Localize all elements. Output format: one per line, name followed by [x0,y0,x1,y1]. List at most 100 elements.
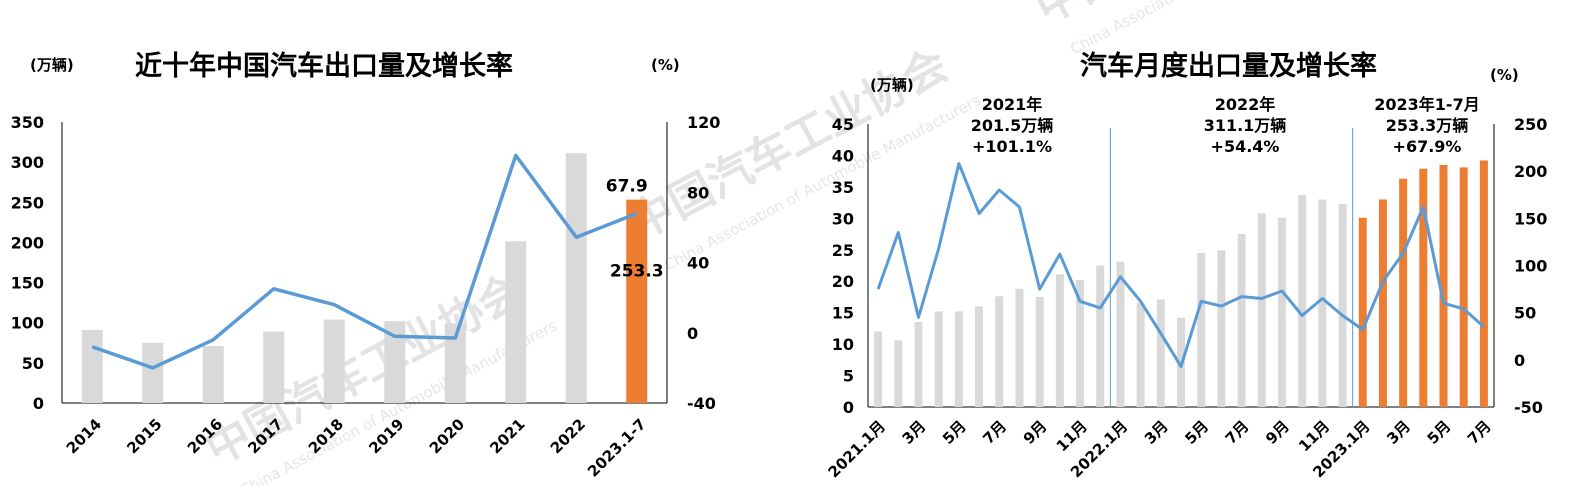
chart2-year-annotation-line: +54.4% [1211,137,1280,156]
chart2-left-unit: (万辆) [870,76,914,94]
chart1-growth-line [91,153,638,370]
chart2-bar [1096,265,1105,407]
chart2-left-tick-label: 20 [832,272,854,291]
chart2-left-tick-label: 0 [843,398,854,417]
chart1-title: 近十年中国汽车出口量及增长率 [135,50,513,82]
chart1-bar [81,329,103,403]
chart2-bar [1136,302,1145,407]
chart2-left-tick-label: 45 [832,115,854,134]
chart1-line-data-label: 67.9 [606,177,648,197]
chart1-left-tick-label: 150 [11,274,44,293]
chart2-year-annotation-line: 2022年 [1215,95,1276,114]
chart1-bar-data-label: 253.3 [610,262,664,282]
chart2-bar [1439,164,1448,407]
chart1-right-tick-label: -40 [687,394,716,413]
chart2-left-tick-label: 5 [843,367,854,386]
chart2-right-tick-label: 250 [1514,115,1547,134]
chart2-category-label: 3月 [1141,417,1172,448]
chart1-left-tick-label: 0 [33,394,44,413]
chart2-bar [934,311,943,407]
chart2-category-label: 2021.1月 [825,417,889,481]
chart2-bar [1459,167,1468,407]
chart1-left-tick-label: 200 [11,233,44,252]
chart2-bar [1399,178,1408,407]
chart1-bar [565,153,587,403]
chart2-bar [1277,217,1286,407]
chart2-left-tick-label: 25 [832,241,854,260]
chart2-year-annotation-line: 2021年 [982,95,1043,114]
chart1-bar [626,199,648,403]
chart2-bar [1156,299,1165,407]
chart2-year-annotation-line: 253.3万辆 [1386,116,1469,135]
chart2-right-tick-label: -50 [1514,398,1543,417]
chart2-category-label: 3月 [1383,417,1414,448]
chart2-bar [1055,274,1064,407]
chart2-right-tick-label: 100 [1514,257,1547,276]
chart1-category-label: 2020 [426,415,468,457]
chart2-year-annotation-line: 2023年1-7月 [1374,95,1479,114]
chart2-bar [874,331,883,407]
chart2-bar [954,311,963,407]
chart2-bar [1419,168,1428,407]
chart2-bar [914,322,923,407]
chart2-growth-line [876,162,1485,368]
chart2-right-tick-label: 150 [1514,209,1547,228]
chart2-bar [1035,296,1044,407]
chart1-category-label: 2021 [486,415,528,457]
chart2-category-label: 5月 [1424,417,1455,448]
chart2-category-label: 7月 [1464,417,1495,448]
chart2-category-label: 9月 [1262,417,1293,448]
chart1-left-tick-label: 50 [22,354,44,373]
chart2-year-annotation-line: 201.5万辆 [971,116,1054,135]
watermark-subtext-3: China Association of Automobile Manufact… [1067,0,1390,58]
chart2-bar [975,306,984,407]
chart1-left-tick-label: 300 [11,153,44,172]
chart2-right-tick-label: 50 [1514,304,1536,323]
chart2-left-tick-label: 30 [832,209,854,228]
chart2-category-label: 5月 [1181,417,1212,448]
chart1-category-label: 2015 [123,415,165,457]
chart2-left-tick-label: 10 [832,335,854,354]
chart1-left-tick-label: 250 [11,193,44,212]
chart1-bar [263,331,285,403]
chart1-right-tick-label: 40 [687,254,709,273]
chart2-bar [1298,195,1307,407]
chart2-left-tick-label: 15 [832,304,854,323]
chart1-bar [323,319,345,403]
chart1-category-label: 2023.1-7 [584,415,649,480]
chart2-year-annotation-line: +101.1% [972,137,1052,156]
chart2-year-annotation-line: 311.1万辆 [1204,116,1287,135]
chart1-category-label: 2014 [63,415,105,457]
chart2-bar [1479,160,1488,407]
chart1-bar [202,345,224,403]
chart1-bar [444,323,466,403]
chart1-bar [384,321,406,403]
chart2-bar [1378,199,1387,407]
chart2-bar [1358,217,1367,407]
chart1-bar [505,241,527,403]
chart2-bar [1015,288,1024,407]
chart2-bar [995,296,1004,407]
chart2-category-label: 9月 [1020,417,1051,448]
chart2-right-tick-label: 200 [1514,162,1547,181]
chart2-bar [1076,279,1085,407]
chart2-right-unit: (%) [1490,66,1519,84]
chart2-category-label: 7月 [979,417,1010,448]
chart1-left-tick-label: 100 [11,314,44,333]
chart1-category-label: 2022 [547,415,589,457]
chart2-bar [1116,261,1125,407]
chart2-year-annotation-line: +67.9% [1393,137,1462,156]
chart2-left-tick-label: 40 [832,146,854,165]
chart2-bar [1197,252,1206,407]
chart1-right-unit: (%) [651,56,680,74]
chart1-right-tick-label: 80 [687,183,709,202]
chart2-plot: 0 5 10 15 20 25 30 35 40 45 -50 0 50 100 150 200 250 2021… [825,95,1548,481]
chart1-left-tick-label: 350 [11,113,44,132]
chart1-right-tick-label: 120 [687,113,720,132]
chart2-bar [1318,199,1327,407]
chart2-bar [894,340,903,407]
watermark-text-3: 中国汽车工业协会 [1027,0,1362,34]
chart2-title: 汽车月度出口量及增长率 [1080,50,1377,82]
chart1-left-unit: (万辆) [30,56,74,74]
